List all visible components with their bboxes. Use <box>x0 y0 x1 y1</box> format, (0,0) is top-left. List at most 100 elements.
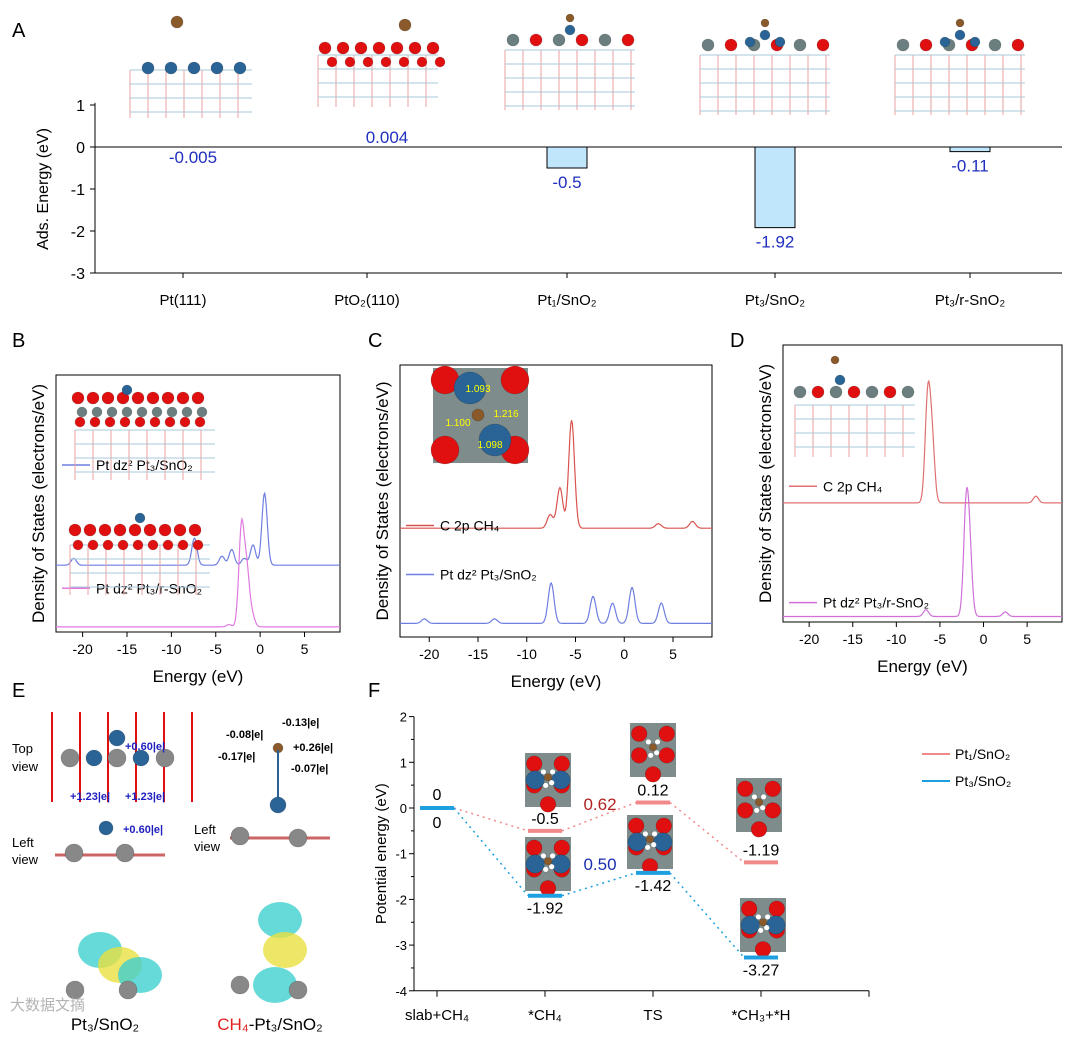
c-x-tick-label: 5 <box>669 646 677 662</box>
e-left-view-label-2: view <box>12 852 39 867</box>
structure-pt111 <box>129 69 252 118</box>
atom <box>91 406 103 418</box>
b-legend-label: Pt dz² Pt₃/r-SnO₂ <box>96 580 202 596</box>
b-series-line <box>56 516 340 628</box>
atom <box>969 36 981 48</box>
e-left-view-label-right: Left <box>194 822 216 837</box>
atom <box>525 770 545 790</box>
b-plot-frame <box>55 374 341 633</box>
atom <box>829 385 843 399</box>
atom <box>83 523 97 537</box>
atom <box>158 523 172 537</box>
atom <box>336 41 350 55</box>
b-x-tick-label: -10 <box>161 641 181 657</box>
c-inset-structure: 1.093 1.216 1.100 1.098 <box>430 365 530 465</box>
c-inset-bond-label: 1.216 <box>493 409 518 420</box>
atom <box>146 391 160 405</box>
b-legend-label: Pt dz² Pt₃/SnO₂ <box>96 457 193 473</box>
atom <box>724 38 738 52</box>
d-x-axis-title: Energy (eV) <box>877 657 968 676</box>
atom <box>354 41 368 55</box>
f-y-tick-label: 2 <box>400 710 407 725</box>
d-series-line <box>783 379 1062 504</box>
atom <box>318 41 332 55</box>
d-plot-frame <box>782 344 1063 623</box>
atom <box>162 539 174 551</box>
atom <box>398 18 412 32</box>
atom <box>177 539 189 551</box>
f-category-label: *CH₃+*H <box>731 1007 790 1024</box>
a-bar <box>949 146 991 153</box>
a-y-tick-label: -3 <box>71 266 85 283</box>
b-x-tick-label: -15 <box>117 641 137 657</box>
atom <box>173 523 187 537</box>
atom <box>134 416 146 428</box>
f-y-tick-label: -2 <box>395 892 407 907</box>
atom <box>426 41 440 55</box>
atom <box>631 725 648 742</box>
d-series-line <box>783 487 1062 618</box>
f-category-label: TS <box>643 1007 662 1024</box>
atom <box>108 729 126 747</box>
c-legend-label: C 2p CH₄ <box>440 517 500 533</box>
panel-label-c: C <box>368 330 383 352</box>
f-structure-thumbnail <box>736 778 782 838</box>
atom <box>526 839 543 856</box>
atom <box>471 408 485 422</box>
atom <box>107 748 127 768</box>
f-y-tick-label: 0 <box>400 801 407 816</box>
c-x-tick-label: -10 <box>517 646 537 662</box>
atom <box>416 56 428 68</box>
atom <box>621 33 635 47</box>
atom <box>642 830 649 837</box>
c-inset-bond-label: 1.098 <box>477 440 502 451</box>
atom <box>760 793 767 800</box>
atom <box>60 748 80 768</box>
atom <box>117 539 129 551</box>
e-charge-label: +0.60|e| <box>125 741 165 753</box>
atom <box>72 539 84 551</box>
atom <box>132 749 150 767</box>
atom <box>627 832 647 852</box>
e-charge-label: -0.07|e| <box>291 763 328 775</box>
atom <box>564 24 576 36</box>
d-x-tick-label: -20 <box>799 631 819 647</box>
f-y-tick-label: -1 <box>395 847 407 862</box>
f-energy-label: -1.19 <box>743 842 780 859</box>
e-top-view-label-2: view <box>12 759 39 774</box>
atom <box>71 391 85 405</box>
a-value-label: 0.004 <box>366 128 409 147</box>
f-structure-thumbnail <box>627 815 673 875</box>
c-y-axis-title: Density of States (electrons/eV) <box>373 381 392 620</box>
a-category-label: Pt₃/SnO₂ <box>745 292 805 309</box>
atom <box>644 766 662 783</box>
atom <box>390 41 404 55</box>
atom <box>101 391 115 405</box>
atom <box>104 416 116 428</box>
atom <box>136 406 148 418</box>
atom <box>89 416 101 428</box>
atom <box>919 38 933 52</box>
atom <box>113 523 127 537</box>
atom <box>149 416 161 428</box>
atom <box>147 539 159 551</box>
c-inset-bond-label: 1.100 <box>445 418 470 429</box>
atom <box>87 539 99 551</box>
a-bar <box>754 146 796 229</box>
c-series-line <box>400 420 712 529</box>
atom <box>155 748 175 768</box>
e-top-view-label: Top <box>12 741 33 756</box>
atom <box>737 802 754 819</box>
a-category-label: Pt(111) <box>160 292 207 309</box>
atom <box>755 798 763 807</box>
atom <box>98 820 114 836</box>
b-x-tick-label: 5 <box>301 641 309 657</box>
b-x-axis-title: Energy (eV) <box>153 667 244 686</box>
b-y-axis-title: Density of States (electrons/eV) <box>29 384 48 623</box>
charge-density-isosurface <box>258 902 302 938</box>
atom <box>548 779 555 786</box>
atom <box>737 780 754 797</box>
atom <box>753 807 760 814</box>
atom <box>830 355 840 365</box>
atom <box>478 423 512 457</box>
